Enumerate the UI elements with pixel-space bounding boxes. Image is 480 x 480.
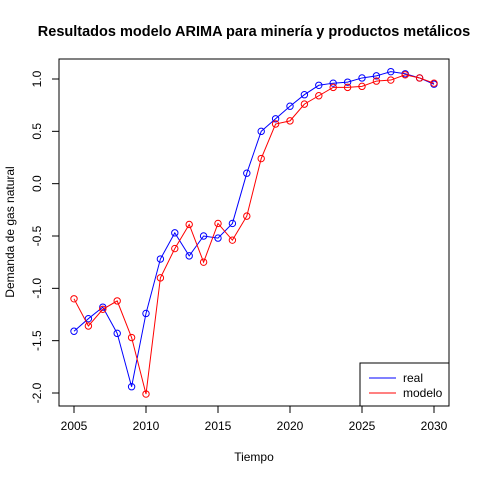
y-axis-label: Demanda de gas natural xyxy=(3,166,17,297)
y-tick-label: 0.5 xyxy=(30,123,44,140)
x-axis-label: Tiempo xyxy=(234,450,274,464)
data-point-modelo xyxy=(387,76,395,84)
data-point-real xyxy=(84,314,93,323)
data-point-modelo xyxy=(271,120,280,128)
data-point-real xyxy=(315,81,323,89)
data-point-modelo xyxy=(171,244,179,253)
data-point-modelo xyxy=(243,212,251,220)
data-point-real xyxy=(199,232,208,240)
y-tick-label: -0.5 xyxy=(30,225,44,246)
data-point-real xyxy=(113,329,121,338)
x-tick-label: 2015 xyxy=(205,419,232,433)
series-line-modelo xyxy=(73,74,435,395)
data-point-real xyxy=(358,74,366,82)
legend-label-modelo: modelo xyxy=(403,386,443,400)
y-tick-label: 1.0 xyxy=(30,70,44,87)
x-tick-label: 2005 xyxy=(61,419,88,433)
chart-title: Resultados modelo ARIMA para minería y p… xyxy=(38,24,470,40)
data-point-real xyxy=(372,72,381,80)
data-point-modelo xyxy=(113,297,121,305)
y-tick-label: -1.5 xyxy=(30,330,44,351)
legend: real modelo xyxy=(359,362,450,407)
data-point-modelo xyxy=(185,220,193,229)
data-point-real xyxy=(257,127,265,136)
data-point-real xyxy=(243,169,251,177)
data-point-real xyxy=(271,115,280,123)
data-point-modelo xyxy=(156,274,165,282)
data-point-real xyxy=(343,78,352,86)
data-point-modelo xyxy=(99,305,107,313)
data-point-modelo xyxy=(70,295,78,303)
series-layer xyxy=(70,67,438,398)
data-point-modelo xyxy=(358,82,366,91)
x-axis: 2005 2010 2015 2020 2025 2030 xyxy=(61,406,448,433)
data-point-modelo xyxy=(329,83,337,92)
data-point-real xyxy=(185,252,193,260)
data-point-modelo xyxy=(214,219,222,228)
data-point-real xyxy=(300,91,309,99)
data-point-real xyxy=(329,79,337,87)
data-point-real xyxy=(228,219,237,228)
data-point-real xyxy=(171,229,179,237)
data-point-modelo xyxy=(372,77,381,85)
data-point-modelo xyxy=(84,322,93,330)
data-point-real xyxy=(214,234,222,242)
data-point-modelo xyxy=(199,258,208,266)
y-tick-label: -2.0 xyxy=(30,382,44,403)
x-tick-label: 2025 xyxy=(349,419,376,433)
y-tick-label: -1.0 xyxy=(30,278,44,299)
legend-label-real: real xyxy=(403,371,423,385)
data-point-real xyxy=(142,309,150,318)
data-point-real xyxy=(156,255,165,263)
data-point-modelo xyxy=(315,92,323,100)
x-tick-label: 2020 xyxy=(277,419,304,433)
data-point-real xyxy=(127,383,136,391)
legend-box xyxy=(359,362,450,407)
y-axis: -2.0 -1.5 -1.0 -0.5 0.0 0.5 1.0 xyxy=(30,70,59,403)
series-line-real xyxy=(73,71,435,387)
data-point-real xyxy=(387,67,395,76)
data-point-modelo xyxy=(127,333,136,342)
data-point-modelo xyxy=(257,154,265,163)
data-point-modelo xyxy=(142,390,150,398)
data-point-modelo xyxy=(415,74,424,82)
data-point-modelo xyxy=(228,236,237,244)
data-point-real xyxy=(70,327,78,335)
data-point-modelo xyxy=(401,71,409,79)
data-point-modelo xyxy=(343,83,352,92)
data-point-real xyxy=(286,102,294,110)
data-point-modelo xyxy=(286,117,294,125)
plot-frame xyxy=(58,58,450,407)
x-tick-label: 2030 xyxy=(421,419,448,433)
y-tick-label: 0.0 xyxy=(30,175,44,192)
x-tick-label: 2010 xyxy=(133,419,160,433)
data-point-modelo xyxy=(430,79,438,87)
data-point-modelo xyxy=(300,100,309,108)
